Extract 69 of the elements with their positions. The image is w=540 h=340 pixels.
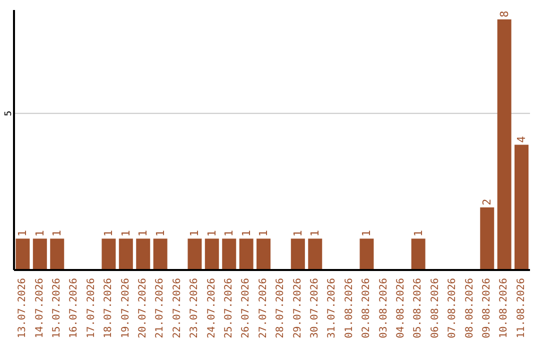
bar <box>308 238 322 270</box>
x-tick-label: 18.07.2026 <box>103 278 114 338</box>
x-tick-label: 14.07.2026 <box>34 278 46 338</box>
bar <box>514 144 529 270</box>
data-label: 1 <box>119 230 132 237</box>
data-label: 1 <box>33 230 46 237</box>
data-label: 1 <box>412 230 425 237</box>
bar <box>16 238 30 270</box>
x-tick-label: 04.08.2026 <box>396 278 406 338</box>
x-tick-label: 16.07.2026 <box>68 278 80 338</box>
bar <box>50 238 64 270</box>
x-tick-label: 28.07.2026 <box>275 278 286 338</box>
x-tick-label: 13.07.2026 <box>17 278 28 338</box>
x-tick-label: 01.08.2026 <box>344 278 355 338</box>
x-tick-label: 15.07.2026 <box>52 278 62 338</box>
data-label: 1 <box>240 230 253 237</box>
data-label: 1 <box>291 230 304 237</box>
data-label: 1 <box>257 230 270 237</box>
x-tick-label: 09.08.2026 <box>482 278 492 338</box>
bar <box>256 238 271 270</box>
x-tick-label: 06.08.2026 <box>430 278 441 338</box>
x-tick-label: 19.07.2026 <box>120 278 132 338</box>
x-tick-label: 22.07.2026 <box>172 278 183 338</box>
bar <box>411 238 426 270</box>
x-tick-label: 27.07.2026 <box>258 278 269 338</box>
data-label: 1 <box>205 230 218 237</box>
data-label: 4 <box>515 136 528 143</box>
x-tick-label: 05.08.2026 <box>412 278 424 338</box>
bar <box>239 238 254 270</box>
x-tick-label: 25.07.2026 <box>224 278 234 338</box>
x-tick-label: 08.08.2026 <box>464 278 476 338</box>
bar <box>222 238 236 270</box>
data-label: 1 <box>154 230 167 237</box>
data-label: 1 <box>102 230 116 237</box>
x-tick-label: 21.07.2026 <box>154 278 166 338</box>
bar <box>497 19 512 270</box>
bar <box>153 238 168 270</box>
bar <box>118 238 133 270</box>
x-tick-label: 29.07.2026 <box>292 278 304 338</box>
bar <box>360 238 374 270</box>
x-tick-label: 03.08.2026 <box>378 278 390 338</box>
bar <box>102 238 116 270</box>
data-label: 1 <box>136 230 150 237</box>
bar <box>32 238 47 270</box>
x-tick-label: 10.08.2026 <box>498 278 510 338</box>
data-label: 2 <box>480 198 494 206</box>
bar <box>290 238 305 270</box>
x-tick-label: 07.08.2026 <box>447 278 458 338</box>
x-tick-label: 23.07.2026 <box>189 278 200 338</box>
x-tick-label: 31.07.2026 <box>326 278 338 338</box>
x-tick-label: 26.07.2026 <box>240 278 252 338</box>
data-label: 1 <box>222 230 236 237</box>
data-label: 1 <box>16 230 30 237</box>
bar <box>188 238 202 270</box>
y-tick-label: 5 <box>4 110 14 116</box>
data-label: 8 <box>498 10 511 18</box>
data-label: 1 <box>188 230 202 237</box>
x-tick-label: 17.07.2026 <box>86 278 97 338</box>
bar <box>204 238 219 270</box>
bar <box>480 207 494 270</box>
data-label: 1 <box>308 230 322 237</box>
data-label: 1 <box>50 230 64 237</box>
data-label: 1 <box>360 230 374 237</box>
x-tick-label: 11.08.2026 <box>516 278 527 338</box>
bar <box>136 238 150 270</box>
x-tick-label: 24.07.2026 <box>206 278 218 338</box>
x-tick-label: 30.07.2026 <box>310 278 320 338</box>
x-tick-label: 02.08.2026 <box>361 278 372 338</box>
x-tick-label: 20.07.2026 <box>138 278 148 338</box>
